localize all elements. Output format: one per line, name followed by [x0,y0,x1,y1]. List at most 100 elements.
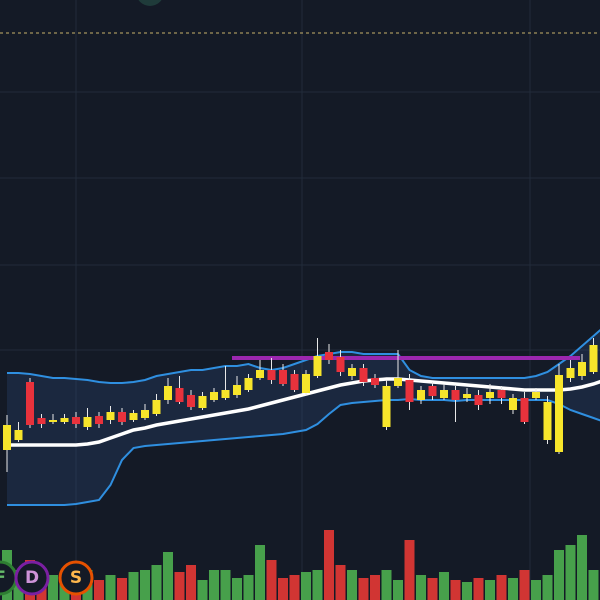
badge-circle [14,560,50,596]
candle-body [486,392,494,398]
candle-body [336,357,345,372]
candles [3,338,598,472]
volume-bar [151,565,162,600]
volume-bar [255,545,265,600]
candle-body [520,398,529,422]
candle-body [106,412,115,420]
volume-bar [462,582,472,600]
volume-bar [381,570,392,600]
candle-body [566,368,575,378]
candle-body [313,356,322,376]
volume-bar [404,540,415,600]
candle-body [532,392,540,398]
volume-bar [48,575,58,600]
volume-bar [324,530,334,600]
volume-bar [94,580,104,600]
candle-body [256,370,264,378]
candle-body [49,420,57,422]
volume-bar [554,550,564,600]
volume-bar [393,580,403,600]
candle-body [405,380,414,402]
candle-body [578,362,586,376]
volume-bar [289,575,300,600]
candle-body [175,388,184,402]
badges: FD S [0,560,94,596]
candle-body [348,368,356,376]
candle-body [497,390,506,398]
candle-body [451,390,460,400]
volume-bar [508,578,518,600]
badge-label: F [0,568,6,588]
candle-body [72,417,80,424]
candle-body [371,378,379,385]
volume-bar [542,575,553,600]
volume-bar [370,575,380,600]
candle-body [129,413,138,420]
volume-bar [186,565,196,600]
candle-body [589,345,598,372]
volume-bar [232,578,242,600]
volume-bar [220,570,231,600]
band-fill [7,330,600,505]
candle-body [14,430,23,440]
candle-body [509,398,517,410]
candle-body [382,386,391,427]
volume-bar [496,575,507,600]
lower-band [7,397,600,506]
candle-body [210,392,218,400]
candle-body [417,390,425,400]
candle-body [233,385,241,395]
volume-bar [347,570,357,600]
candle-body [394,378,402,386]
candle-body [152,400,161,414]
candle-body [302,374,310,393]
candle-body [440,390,448,398]
candle-body [164,386,172,400]
candle-body [60,418,69,422]
top-badge [138,0,162,6]
candle-body [26,382,34,425]
volume-bar [427,578,438,600]
candle-body [290,374,299,390]
candle-body [187,395,195,407]
volume-bar [140,570,150,600]
candle-body [543,402,552,440]
candle-body [83,417,92,427]
volume-bar [117,578,127,600]
candle-body [555,375,563,452]
candle-body [244,378,253,390]
volume-bar [312,570,323,600]
volume-bar [266,560,277,600]
candle-body [221,390,230,398]
volume-bar [243,575,254,600]
candle-body [3,425,11,450]
volume-bar [358,578,369,600]
candle-body [474,395,483,405]
candle-body [267,370,276,380]
candle-body [118,412,126,422]
volume-bar [588,570,599,600]
candle-body [463,394,471,398]
badge-circle [58,560,94,596]
candle-body [428,386,437,396]
volume-bar [450,580,461,600]
candle-body [198,396,207,408]
volume-bar [485,580,495,600]
volume-bar [301,572,311,600]
volume-bar [531,580,541,600]
volume-bar [577,535,587,600]
volume-bar [174,572,185,600]
volume-bar [197,580,208,600]
candle-body [359,368,368,382]
volume-bar [105,575,116,600]
volume-bar [416,575,426,600]
volume-bar [473,578,484,600]
volume-bar [519,570,530,600]
badge-label: S [70,568,82,588]
candle-body [279,370,287,384]
volume-bar [278,578,288,600]
candle-body [141,410,149,418]
volume-bar [209,570,219,600]
grid [0,91,600,351]
